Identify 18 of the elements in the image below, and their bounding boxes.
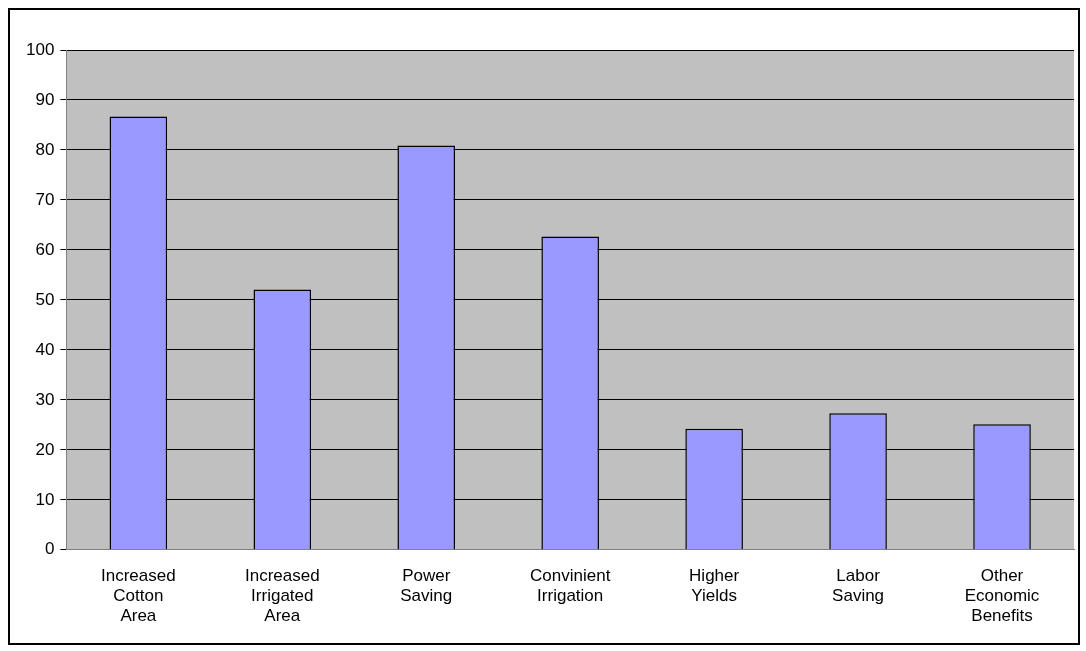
x-tick-label: Higher Yields: [689, 565, 740, 606]
x-tick-label: Increased Irrigated Area: [244, 565, 320, 626]
x-tick-label: Other Economic Benefits: [964, 565, 1040, 626]
x-tick-label: Power Saving: [400, 565, 453, 606]
y-tick-label: 20: [35, 439, 55, 459]
y-tick-label: 50: [35, 289, 55, 309]
y-tick-label: 80: [35, 139, 55, 159]
y-tick-label: 70: [35, 189, 55, 209]
y-tick-label: 60: [35, 239, 55, 259]
y-tick-label: 90: [35, 89, 55, 109]
y-tick-label: 30: [35, 389, 55, 409]
y-tick-label: 100: [25, 39, 55, 59]
x-tick-label: Labor Saving: [832, 565, 885, 606]
y-tick-label: 10: [35, 489, 55, 509]
y-tick-label: 40: [35, 339, 55, 359]
y-tick-label: 0: [44, 539, 55, 559]
x-tick-label: Increased Cotton Area: [101, 565, 176, 626]
x-tick-label: Convinient Irrigation: [530, 565, 611, 606]
